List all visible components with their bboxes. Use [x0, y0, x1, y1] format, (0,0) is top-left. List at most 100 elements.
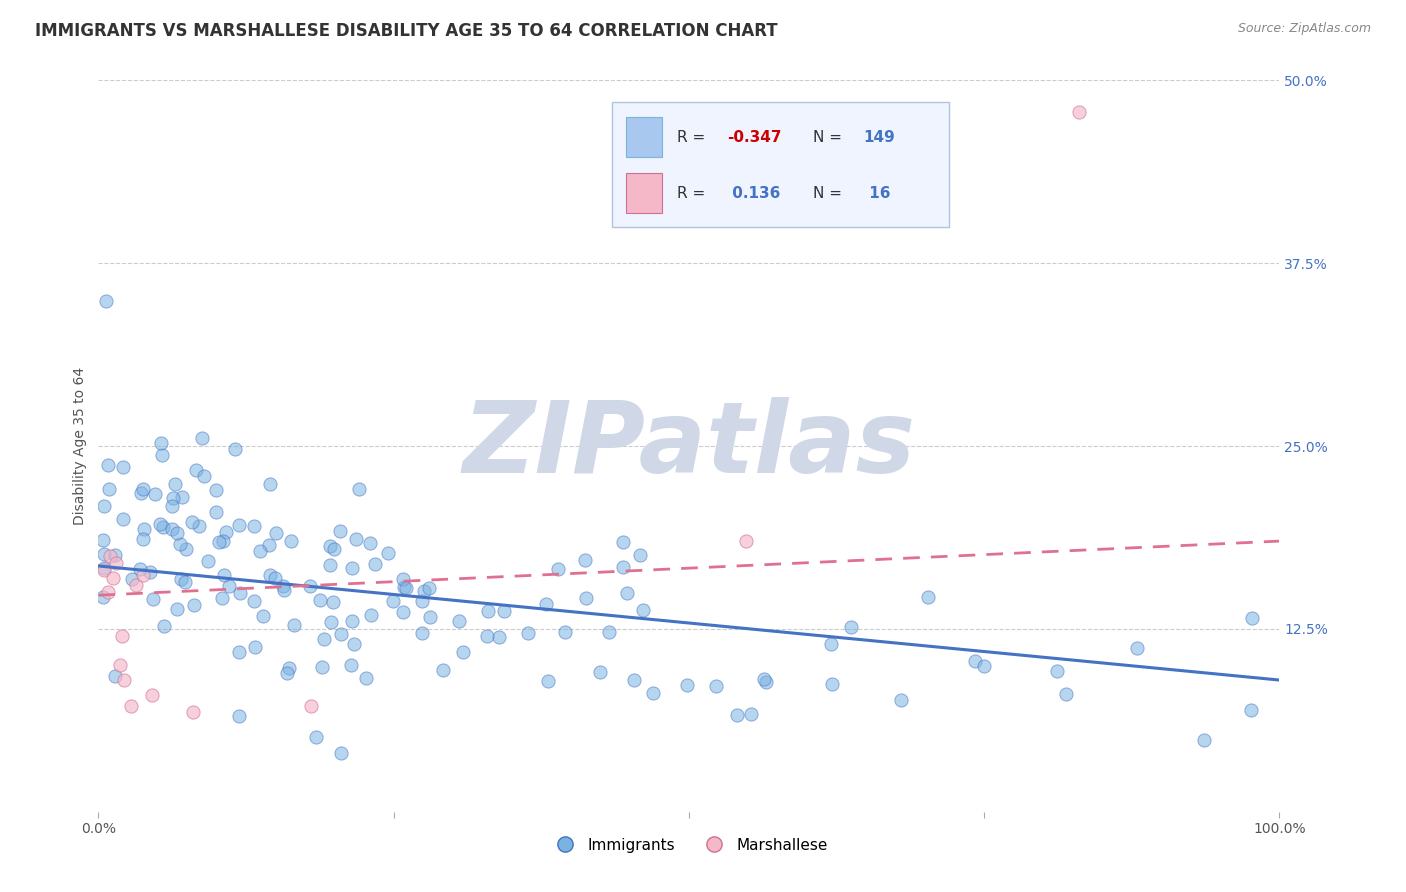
Point: [259, 477, 281, 491]
Point: [228, 709, 250, 723]
Point: [411, 594, 433, 608]
Point: [575, 591, 598, 606]
Point: [266, 526, 288, 541]
Point: [197, 554, 219, 568]
Point: [1054, 687, 1077, 701]
Point: [392, 606, 415, 620]
Point: [152, 619, 174, 633]
Point: [311, 660, 333, 674]
Point: [104, 668, 127, 682]
Point: [277, 661, 299, 675]
Point: [364, 557, 387, 571]
Point: [418, 581, 440, 595]
Point: [108, 658, 131, 673]
Point: [211, 591, 233, 606]
Text: -0.347: -0.347: [727, 130, 782, 145]
Point: [132, 532, 155, 546]
Point: [252, 609, 274, 624]
Point: [451, 645, 474, 659]
Point: [97, 458, 120, 472]
Point: [1240, 703, 1263, 717]
Point: [394, 580, 416, 594]
Point: [259, 567, 281, 582]
Point: [183, 598, 205, 612]
Text: Source: ZipAtlas.com: Source: ZipAtlas.com: [1237, 22, 1371, 36]
Point: [973, 658, 995, 673]
Point: [132, 482, 155, 496]
Point: [91, 591, 114, 605]
Point: [264, 571, 287, 585]
Point: [121, 572, 143, 586]
Point: [319, 539, 342, 553]
Point: [166, 526, 188, 541]
Point: [534, 598, 557, 612]
Point: [193, 469, 215, 483]
Point: [174, 575, 197, 590]
Point: [139, 565, 162, 579]
Point: [598, 625, 620, 640]
Point: [1194, 733, 1216, 747]
Point: [257, 538, 280, 552]
Point: [218, 579, 240, 593]
Point: [97, 482, 120, 496]
Point: [623, 673, 645, 688]
Point: [725, 708, 748, 723]
Point: [214, 568, 236, 582]
Point: [121, 699, 143, 714]
Point: [170, 491, 193, 505]
Point: [1046, 665, 1069, 679]
Point: [181, 705, 204, 719]
Point: [477, 604, 499, 618]
Point: [1126, 640, 1149, 655]
Point: [229, 586, 252, 600]
Text: N =: N =: [813, 186, 846, 202]
Point: [377, 546, 399, 560]
Point: [752, 673, 775, 687]
Point: [271, 579, 294, 593]
Point: [342, 561, 364, 575]
Point: [245, 640, 267, 654]
Point: [111, 629, 134, 643]
Point: [391, 572, 413, 586]
Point: [152, 520, 174, 534]
Point: [820, 637, 842, 651]
Point: [432, 663, 454, 677]
Point: [554, 625, 576, 640]
Point: [347, 482, 370, 496]
Point: [1067, 105, 1090, 120]
Point: [963, 654, 986, 668]
Point: [631, 603, 654, 617]
Point: [517, 625, 540, 640]
Point: [228, 645, 250, 659]
Point: [547, 562, 569, 576]
Point: [142, 591, 165, 606]
Point: [101, 571, 124, 585]
Point: [104, 548, 127, 562]
Point: [112, 673, 135, 687]
Point: [93, 561, 115, 575]
Point: [494, 604, 516, 618]
Text: N =: N =: [813, 130, 846, 145]
Point: [97, 585, 120, 599]
Point: [298, 579, 321, 593]
Point: [839, 620, 862, 634]
Point: [149, 516, 172, 531]
Point: [166, 602, 188, 616]
Point: [190, 431, 212, 445]
Text: 0.136: 0.136: [727, 186, 780, 202]
Point: [162, 500, 184, 514]
Point: [589, 665, 612, 680]
Point: [162, 491, 184, 506]
Point: [419, 610, 441, 624]
Point: [131, 486, 153, 500]
Point: [449, 615, 471, 629]
Point: [319, 615, 342, 629]
Point: [169, 537, 191, 551]
Point: [163, 476, 186, 491]
Point: [169, 572, 191, 586]
Point: [132, 567, 155, 582]
Text: R =: R =: [678, 130, 710, 145]
Point: [1240, 611, 1263, 625]
Point: [305, 731, 328, 745]
Point: [641, 686, 664, 700]
